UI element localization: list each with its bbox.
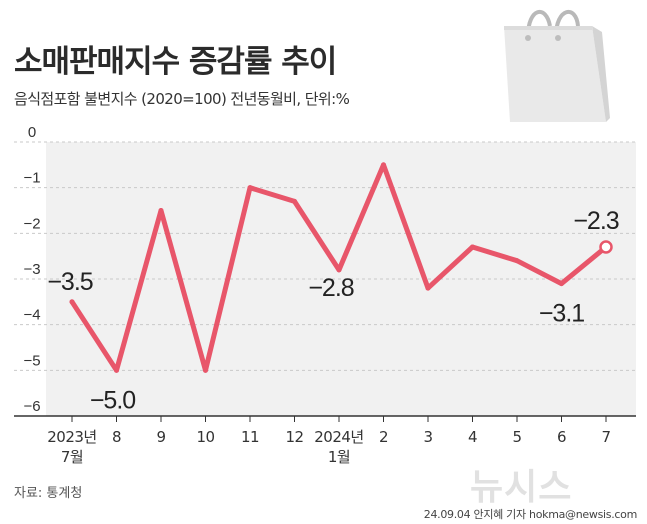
data-point bbox=[381, 162, 386, 168]
y-tick-label: −3 bbox=[23, 261, 40, 278]
x-tick-label: 2 bbox=[379, 428, 388, 446]
data-point bbox=[247, 185, 253, 191]
y-tick-label: −6 bbox=[23, 398, 40, 415]
data-point bbox=[114, 367, 119, 373]
x-tick-label: 11 bbox=[241, 428, 259, 446]
x-tick-label: 12 bbox=[285, 428, 303, 446]
source-note: 자료: 통계청 bbox=[14, 486, 83, 501]
watermark-logo: 뉴시스 bbox=[470, 467, 573, 508]
x-tick-label: 10 bbox=[196, 428, 214, 446]
x-tick-label: 3 bbox=[423, 428, 432, 446]
shopping-bag-icon bbox=[504, 9, 610, 122]
page-subtitle: 음식점포함 불변지수 (2020=100) 전년동월비, 단위:% bbox=[14, 90, 350, 108]
data-point bbox=[514, 258, 520, 264]
data-point bbox=[470, 244, 475, 250]
data-label: −2.8 bbox=[308, 274, 353, 302]
x-tick-label: 1월 bbox=[328, 448, 350, 466]
data-point bbox=[292, 198, 297, 204]
x-tick-label: 5 bbox=[512, 428, 521, 446]
x-tick-label: 7 bbox=[601, 428, 610, 446]
line-chart: 0 −1 −2 −3 −4 −5 −6 2023년 7월 8 9 10 11 12 2024년 1월 2 3 4 5… bbox=[14, 124, 636, 466]
y-tick-label: −4 bbox=[23, 307, 40, 324]
data-point bbox=[336, 267, 342, 273]
x-tick-label: 2023년 bbox=[47, 428, 96, 446]
data-label: −3.1 bbox=[539, 300, 584, 328]
data-point bbox=[158, 208, 164, 213]
x-tick-label: 2024년 bbox=[314, 428, 363, 446]
x-tick-label: 6 bbox=[557, 428, 566, 446]
data-point bbox=[559, 281, 564, 287]
x-tick-label: 9 bbox=[156, 428, 165, 446]
y-tick-label: −1 bbox=[23, 170, 40, 187]
credit-line: 24.09.04 안지혜 기자 hokma@newsis.com bbox=[423, 508, 638, 521]
last-point-marker bbox=[599, 240, 613, 254]
data-label: −2.3 bbox=[573, 207, 618, 235]
x-tick-label: 8 bbox=[112, 428, 121, 446]
y-tick-label: −5 bbox=[23, 352, 40, 369]
data-point bbox=[425, 285, 431, 291]
data-point bbox=[69, 299, 75, 305]
data-label: −5.0 bbox=[90, 386, 135, 414]
data-label: −3.5 bbox=[47, 268, 92, 296]
x-tick-label: 7월 bbox=[61, 448, 83, 466]
data-point bbox=[203, 367, 208, 373]
y-tick-label: −2 bbox=[23, 215, 40, 232]
page-title: 소매판매지수 증감률 추이 bbox=[14, 44, 337, 80]
x-tick-label: 4 bbox=[468, 428, 477, 446]
y-tick-label: 0 bbox=[28, 124, 36, 141]
